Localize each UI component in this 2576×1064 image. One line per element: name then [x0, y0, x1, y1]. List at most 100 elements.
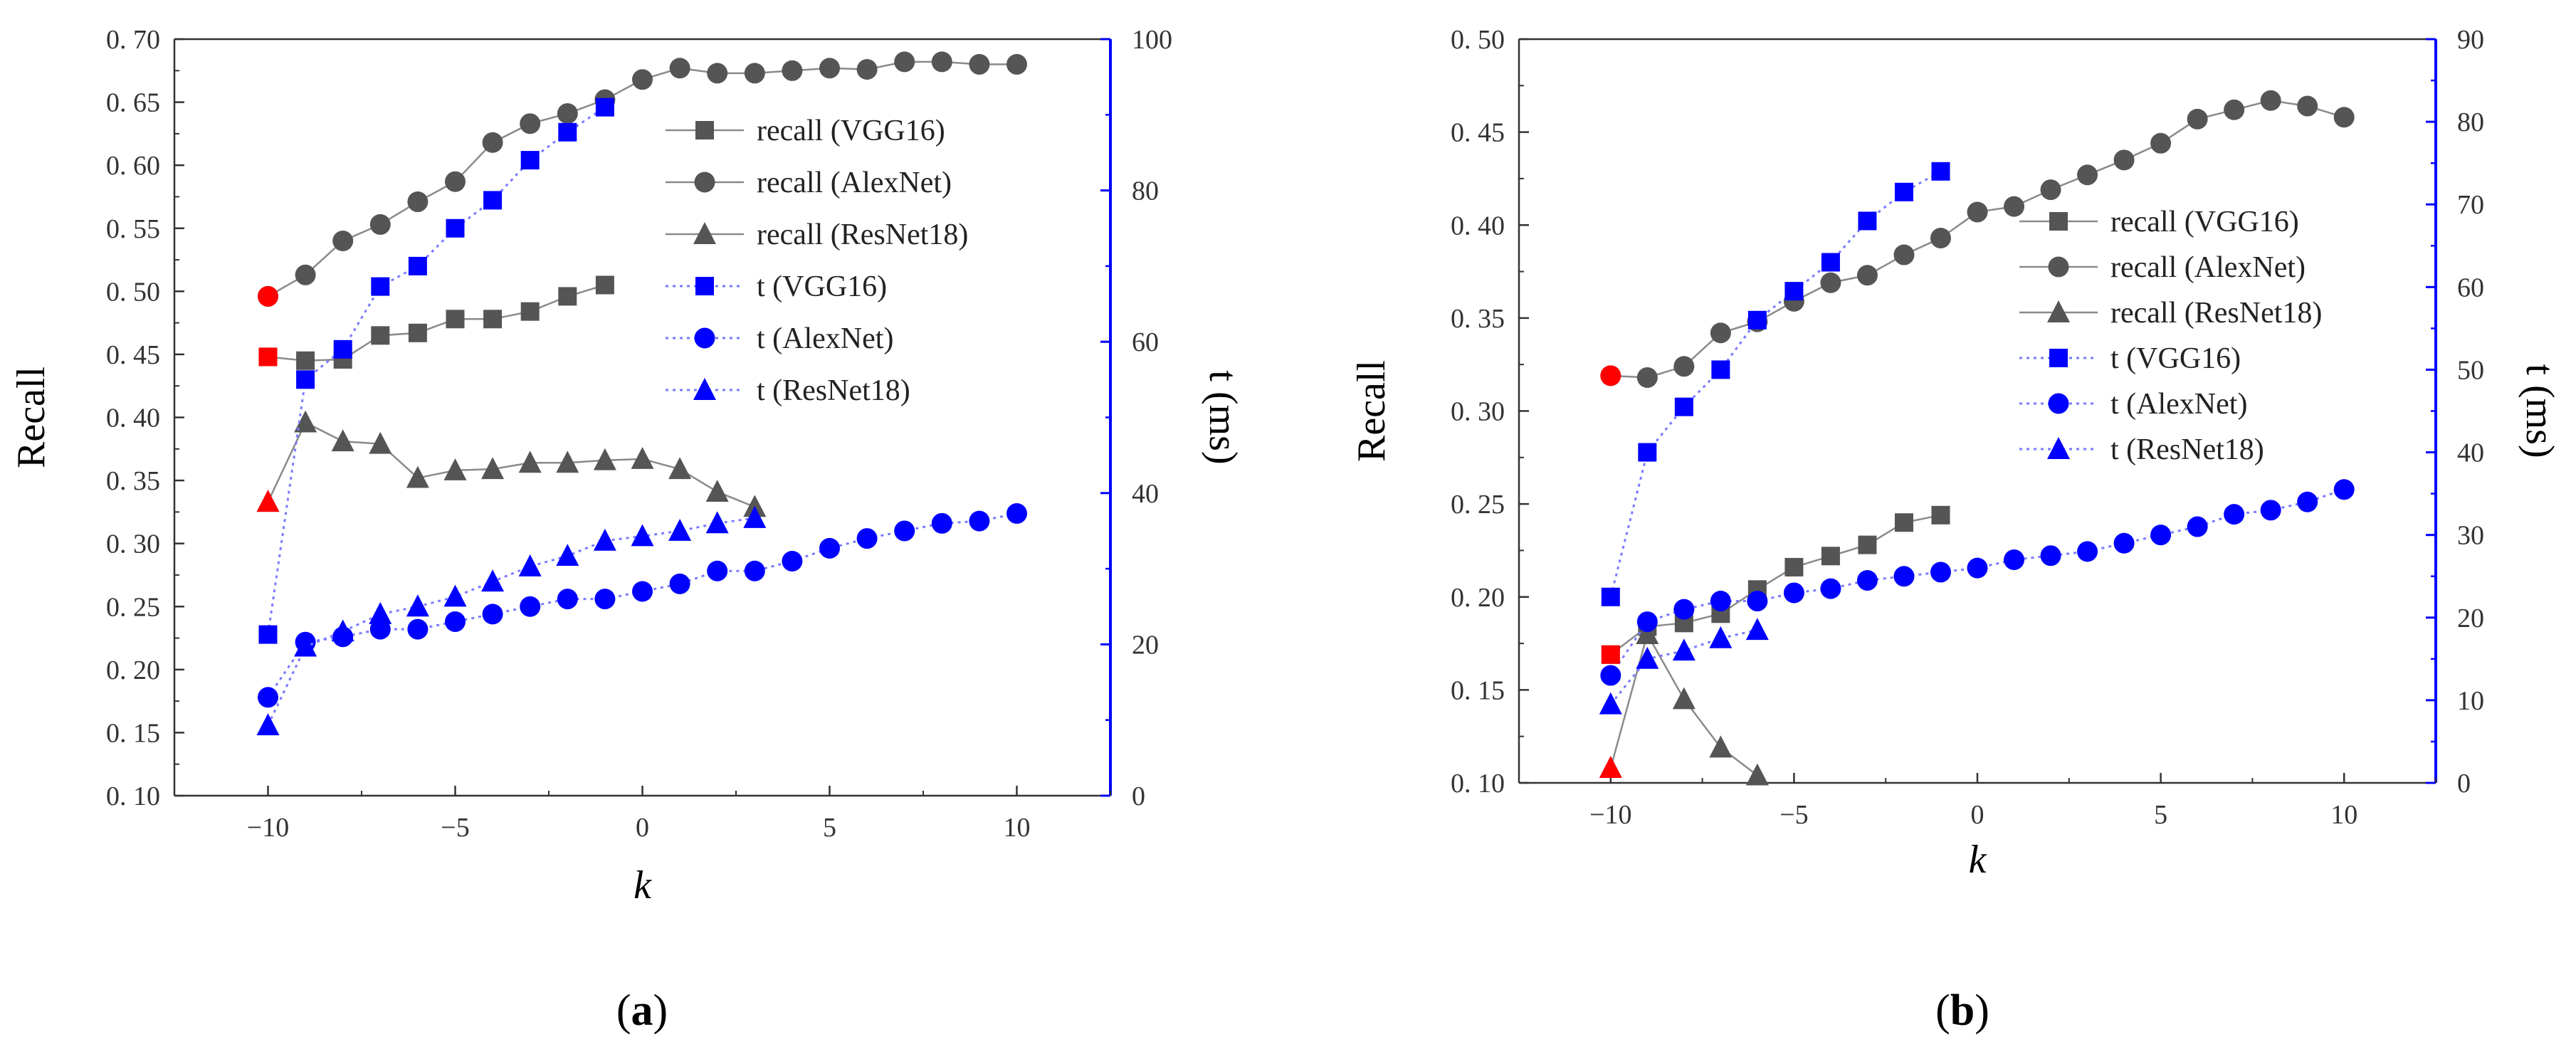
data-point-circle: [332, 230, 354, 251]
chart-panel-a: 0. 10 0. 15 0. 20 0. 25 0. 30 0. 35 0. 40 0. 45…: [9, 25, 1245, 1035]
start-point-square: [258, 347, 278, 367]
legend-marker-triangle: [693, 222, 716, 244]
data-point-circle: [520, 113, 541, 135]
right-axis-tick-label: 50: [2457, 355, 2484, 385]
data-point-circle: [2297, 491, 2318, 512]
data-point-circle: [1967, 557, 1988, 579]
data-point-triangle: [294, 634, 317, 657]
data-point-circle: [2187, 108, 2208, 130]
left-axis-tick-label: 0. 20: [1451, 583, 1505, 613]
start-point-triangle: [1599, 756, 1622, 779]
data-point-circle: [2040, 179, 2061, 201]
x-axis-tick-label: 0: [1971, 800, 1984, 830]
legend-marker-circle: [2048, 393, 2069, 414]
data-point-circle: [1820, 578, 1841, 599]
data-point-circle: [2150, 132, 2172, 154]
data-point-triangle: [705, 511, 729, 534]
data-point-circle: [969, 53, 990, 75]
series-recall-resnet18: [256, 410, 767, 517]
data-point-circle: [669, 58, 690, 79]
left-axis-tick-label: 0. 25: [1451, 490, 1505, 520]
data-point-circle: [1893, 566, 1915, 587]
data-point-circle: [1930, 562, 1951, 583]
data-point-triangle: [518, 554, 542, 576]
left-axis-tick-label: 0. 25: [106, 592, 160, 622]
data-point-circle: [407, 191, 429, 213]
series-line: [1609, 170, 1942, 598]
data-point-circle: [2040, 545, 2061, 567]
left-axis-tick-label: 0. 30: [106, 530, 160, 559]
data-point-square: [558, 287, 577, 306]
data-point-square: [595, 98, 614, 117]
data-point-triangle: [406, 594, 429, 617]
data-point-triangle: [1709, 626, 1733, 648]
data-point-circle: [632, 581, 653, 602]
series-t-resnet18: [1599, 618, 1769, 715]
left-axis-tick-label: 0. 15: [1451, 675, 1505, 705]
data-point-triangle: [294, 410, 317, 433]
right-axis-tick-label: 80: [1132, 177, 1159, 206]
data-point-square: [1711, 360, 1730, 379]
left-axis-tick-label: 0. 50: [1451, 25, 1505, 55]
data-point-circle: [1636, 367, 1658, 388]
data-point-square: [520, 302, 540, 321]
data-point-circle: [2297, 95, 2318, 117]
data-point-triangle: [331, 619, 354, 642]
data-point-circle: [2004, 196, 2025, 217]
chart-panel-b: 0. 10 0. 15 0. 20 0. 25 0. 30 0. 35 0. 40 0. 45…: [1350, 25, 2562, 1035]
data-point-circle: [632, 69, 653, 90]
data-point-square: [1931, 505, 1950, 525]
x-axis-tick-label: 10: [2330, 800, 2357, 830]
data-point-circle: [1783, 582, 1804, 604]
right-axis-tick-label: 100: [1132, 25, 1172, 55]
data-point-circle: [2150, 525, 2172, 546]
left-axis-tick-label: 0. 35: [106, 466, 160, 496]
data-point-square: [1894, 513, 1913, 532]
data-point-triangle: [593, 448, 616, 470]
series-recall-alexnet: [1600, 90, 2355, 388]
left-axis-title: Recall: [1350, 360, 1394, 462]
data-point-circle: [557, 589, 578, 610]
legend-label: recall (AlexNet): [2110, 251, 2306, 284]
left-axis-tick-label: 0. 50: [106, 277, 160, 307]
data-point-square: [520, 151, 540, 170]
legend-marker-square: [695, 121, 714, 139]
data-point-circle: [482, 132, 503, 153]
data-point-circle: [2224, 504, 2245, 525]
series-t-alexnet: [258, 503, 1027, 708]
data-point-circle: [856, 59, 878, 80]
data-point-circle: [1930, 228, 1951, 249]
data-point-triangle: [556, 544, 579, 566]
data-point-circle: [258, 687, 278, 708]
panel-label-letter: b: [1950, 986, 1975, 1035]
series-line: [1610, 514, 1941, 655]
x-axis-tick-label: 10: [1004, 813, 1031, 843]
legend-label: t (ResNet18): [757, 374, 910, 407]
series-t-vgg16: [1601, 162, 1950, 606]
data-point-square: [1858, 211, 1877, 231]
data-point-circle: [407, 618, 429, 640]
legend-marker-square: [2049, 349, 2068, 367]
left-axis-tick-label: 0. 20: [106, 655, 160, 685]
data-point-triangle: [668, 519, 692, 541]
left-axis-tick-label: 0. 45: [1451, 118, 1505, 148]
data-point-circle: [819, 537, 840, 559]
data-point-square: [371, 277, 390, 296]
left-axis-tick-label: 0. 30: [1451, 397, 1505, 427]
right-axis-tick-label: 20: [2457, 604, 2484, 633]
x-axis-title: k: [634, 863, 652, 907]
x-axis-title: k: [1969, 838, 1987, 882]
series-line: [267, 106, 606, 635]
panel-label-close-paren: ): [653, 986, 668, 1035]
data-point-circle: [1673, 599, 1695, 620]
data-point-circle: [1006, 503, 1027, 525]
x-axis-tick-label: −10: [247, 813, 289, 843]
data-point-square: [1638, 443, 1657, 462]
data-point-circle: [2260, 90, 2281, 111]
data-point-square: [1931, 162, 1950, 181]
legend: recall (VGG16) recall (AlexNet) recall (Re…: [2019, 206, 2322, 466]
data-point-circle: [744, 560, 765, 581]
data-point-circle: [707, 560, 728, 581]
data-point-triangle: [369, 601, 392, 624]
